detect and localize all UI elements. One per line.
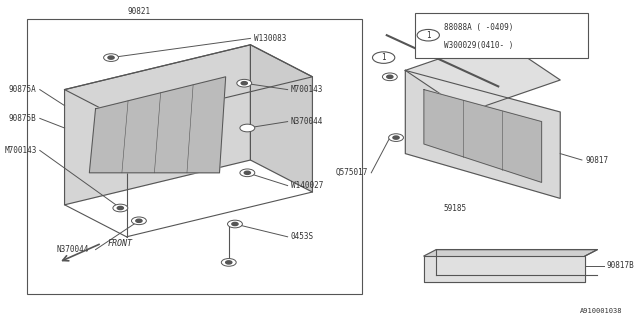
Text: Q575017: Q575017 (336, 168, 368, 177)
Circle shape (108, 56, 114, 59)
Polygon shape (65, 45, 312, 122)
Text: M700143: M700143 (291, 85, 323, 94)
Text: 0453S: 0453S (291, 232, 314, 241)
Text: W140027: W140027 (291, 181, 323, 190)
Text: 90875B: 90875B (9, 114, 36, 123)
Polygon shape (65, 45, 250, 205)
Polygon shape (424, 250, 597, 256)
Polygon shape (250, 45, 312, 192)
Text: N370044: N370044 (291, 117, 323, 126)
Text: N370044: N370044 (57, 245, 90, 254)
Text: 59185: 59185 (444, 204, 467, 212)
Text: M700143: M700143 (4, 146, 36, 155)
Circle shape (383, 73, 397, 81)
Text: 90817B: 90817B (607, 261, 634, 270)
Polygon shape (424, 256, 585, 282)
Circle shape (240, 124, 255, 132)
Text: 1: 1 (426, 31, 431, 40)
Circle shape (237, 79, 252, 87)
Circle shape (117, 206, 124, 210)
Circle shape (240, 169, 255, 177)
Circle shape (388, 134, 403, 141)
Circle shape (241, 82, 247, 85)
Text: 90875C: 90875C (551, 47, 579, 56)
Text: 1: 1 (381, 53, 386, 62)
Polygon shape (405, 38, 560, 112)
Text: W300029(0410- ): W300029(0410- ) (444, 41, 514, 50)
Circle shape (372, 52, 395, 63)
Text: FRONT: FRONT (108, 239, 133, 248)
Circle shape (226, 261, 232, 264)
Circle shape (104, 54, 118, 61)
Circle shape (244, 171, 250, 174)
Circle shape (113, 204, 128, 212)
Circle shape (136, 219, 142, 222)
Text: W130083: W130083 (253, 34, 286, 43)
Polygon shape (424, 90, 541, 182)
Circle shape (393, 136, 399, 139)
Circle shape (221, 259, 236, 266)
FancyBboxPatch shape (415, 13, 588, 58)
Text: 90817: 90817 (585, 156, 608, 164)
Text: 90875A: 90875A (9, 85, 36, 94)
Circle shape (232, 222, 238, 226)
Circle shape (417, 29, 440, 41)
Text: 90821: 90821 (127, 7, 150, 16)
Circle shape (387, 75, 393, 78)
Circle shape (131, 217, 147, 225)
Polygon shape (405, 70, 560, 198)
Circle shape (228, 220, 243, 228)
Polygon shape (90, 77, 226, 173)
Text: A910001038: A910001038 (580, 308, 622, 314)
Text: 88088A ( -0409): 88088A ( -0409) (444, 23, 514, 32)
FancyBboxPatch shape (28, 19, 362, 294)
